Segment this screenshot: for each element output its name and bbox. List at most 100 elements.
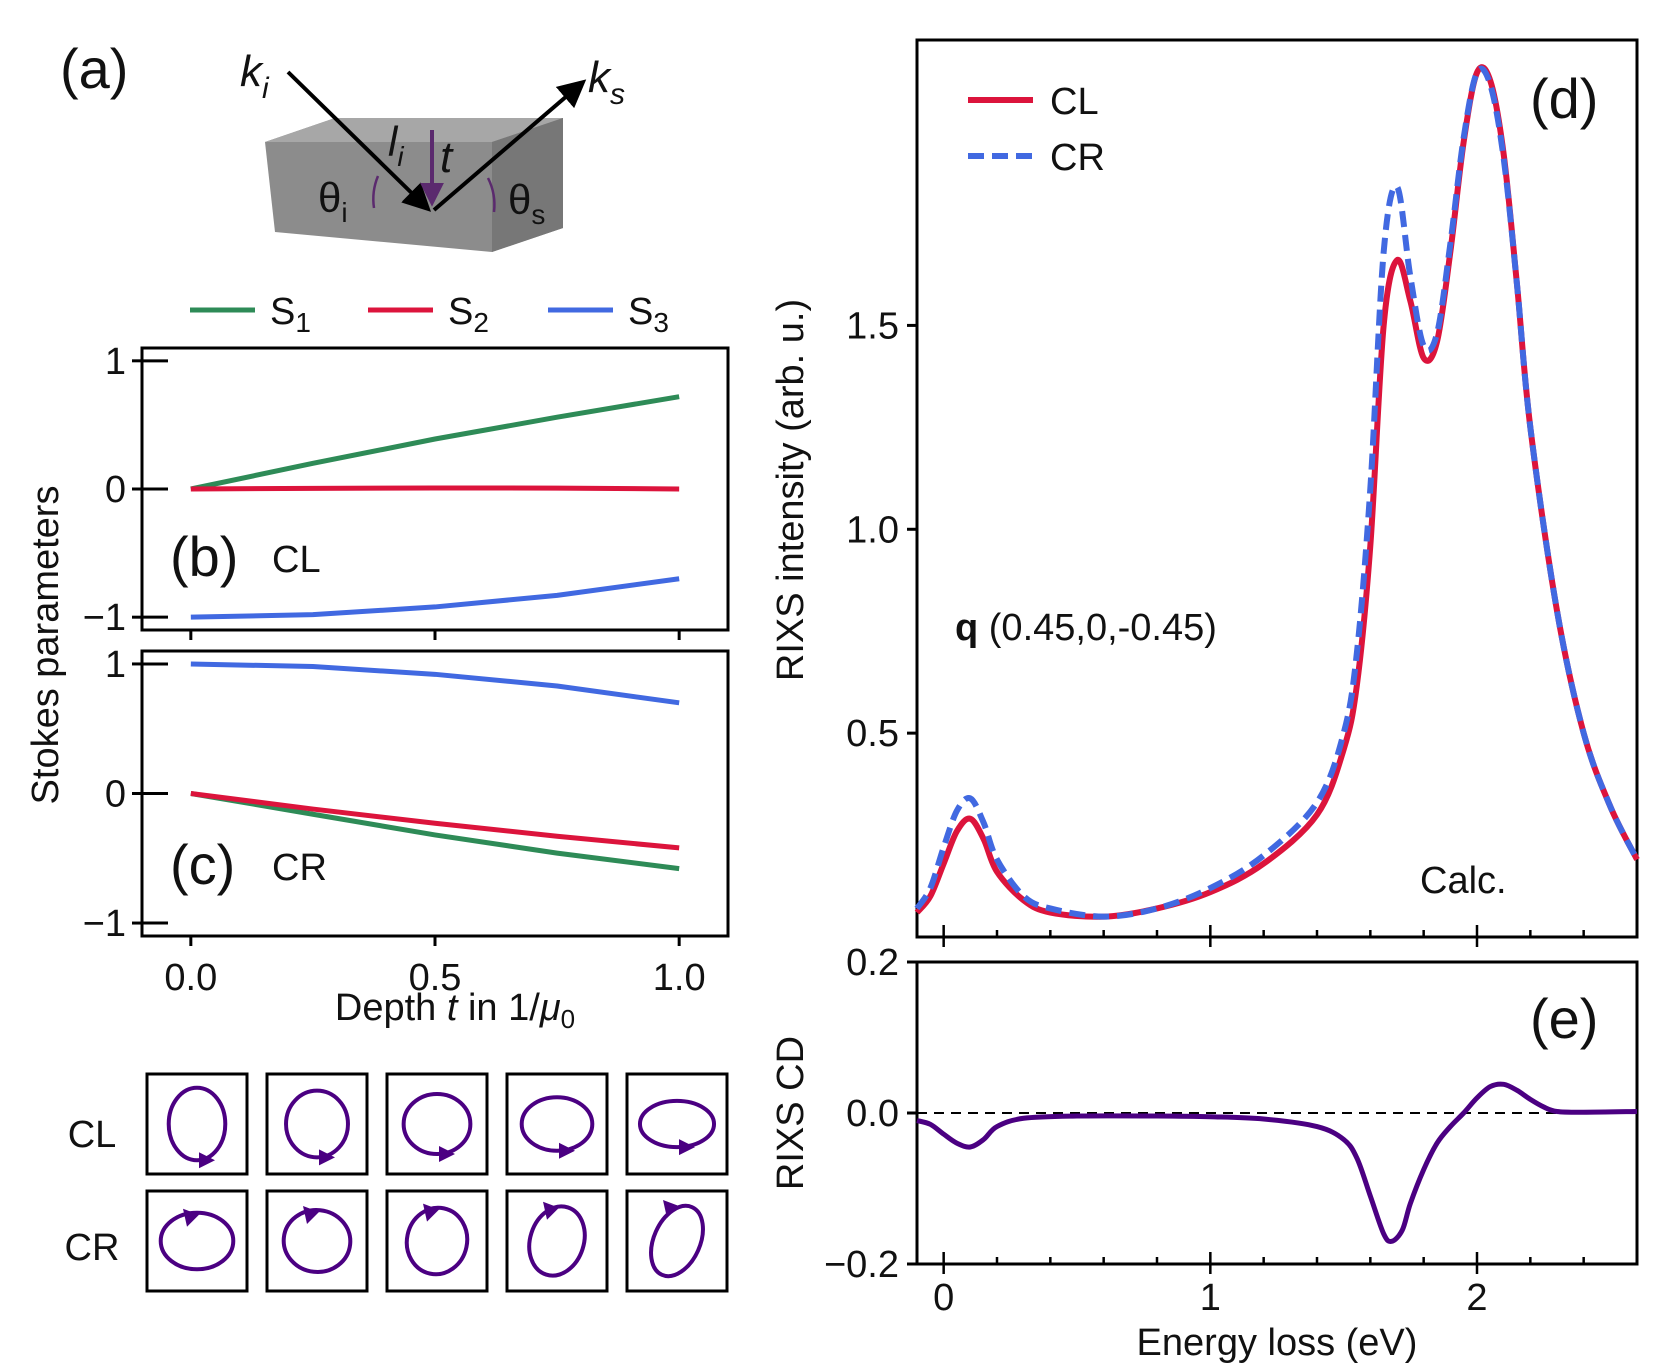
theta-s-label: θs (508, 176, 545, 230)
stokes-chart-cl: −1 0 1 (b) CL (83, 341, 730, 640)
y-tick-label-c: 1 (105, 644, 126, 686)
y-tick-label-e: −0.2 (824, 1244, 899, 1286)
axis-ticks-d: 0.5 1.0 1.5 (846, 305, 1639, 947)
axis-ticks-c: −1 0 1 0.0 0.5 1.0 (83, 644, 706, 999)
ellipse-row-label-cl: CL (68, 1114, 117, 1156)
y-tick-label-e: 0.2 (846, 942, 899, 984)
y-tick-label-e: 0.0 (846, 1093, 899, 1135)
panel-label-a: (a) (60, 37, 128, 100)
x-tick-label-e: 1 (1200, 1277, 1221, 1319)
chart-label-cl: CL (272, 539, 321, 581)
theta-i-arc (372, 175, 380, 209)
polarization-ellipse (166, 1085, 228, 1163)
ellipse-frame (505, 1072, 609, 1176)
handedness-arrow-icon (663, 1199, 679, 1218)
panel-label-d: (d) (1530, 67, 1598, 130)
polarization-ellipse (527, 1204, 587, 1278)
ellipse-row-label-cr: CR (65, 1227, 120, 1269)
depth-label: t (440, 133, 454, 182)
handedness-arrow-icon (183, 1208, 199, 1227)
polarization-ellipse (404, 1205, 470, 1277)
k-in-label: ki (240, 47, 270, 105)
theta-s-arc (486, 177, 496, 213)
polarization-ellipse (401, 1091, 473, 1157)
polarization-ellipse (637, 1098, 717, 1150)
polarization-ellipses: CL CR (65, 1072, 729, 1293)
q-vector-annotation: q (0.45,0,-0.45) (955, 607, 1217, 649)
y-tick-label-c: −1 (83, 903, 126, 945)
stokes-legend: S1 S2 S3 (190, 291, 669, 338)
y-tick-label-d: 1.0 (846, 509, 899, 551)
handedness-arrow-icon (303, 1206, 319, 1225)
handedness-arrow-icon (319, 1149, 335, 1166)
series-line-s1-b (190, 394, 680, 492)
y-axis-label-stokes: Stokes parameters (25, 486, 67, 805)
x-tick-label-e: 0 (933, 1277, 954, 1319)
handedness-arrow-icon (423, 1203, 439, 1222)
polarization-ellipse (284, 1088, 350, 1160)
y-tick-label-b: 1 (105, 341, 126, 383)
handedness-arrow-icon (543, 1201, 559, 1220)
rixs-cd-chart: −0.2 0.0 0.2 0 1 2 (e) Energy loss (eV) RIXS … (770, 942, 1639, 1364)
legend-label-s3: S3 (628, 291, 669, 338)
path-length-label: li (388, 118, 404, 172)
legend-label-s1: S1 (270, 291, 311, 338)
polarization-ellipse (281, 1208, 353, 1274)
series-lines-d (914, 64, 1640, 920)
panel-label-e: (e) (1530, 987, 1598, 1050)
handedness-arrow-icon (439, 1146, 455, 1163)
ellipse-frame (625, 1072, 729, 1176)
k-out-label: ks (588, 53, 625, 111)
schematic-panel-a: (a) ki ks θi θs li t (60, 37, 625, 252)
legend-label-cr: CR (1050, 137, 1105, 179)
x-tick-label-e: 2 (1466, 1277, 1487, 1319)
x-axis-label-energy: Energy loss (eV) (1137, 1322, 1418, 1364)
series-lines-e (916, 1081, 1638, 1245)
y-axis-label-rixs: RIXS intensity (arb. u.) (770, 299, 812, 681)
y-tick-label-c: 0 (105, 774, 126, 816)
series-line-s3-c (190, 661, 680, 706)
ellipse-frame (145, 1189, 249, 1293)
y-axis-label-cd: RIXS CD (770, 1036, 812, 1190)
polarization-ellipse (649, 1203, 705, 1279)
y-tick-label-d: 0.5 (846, 713, 899, 755)
plot-frame-d (915, 38, 1639, 939)
chart-label-cr: CR (272, 847, 327, 889)
stokes-chart-cr: −1 0 1 0.0 0.5 1.0 (c) CR Depth t in 1/μ0 Sto… (25, 486, 730, 1034)
rixs-spectrum-chart: 0.5 1.0 1.5 CL CR (d) q (0.45,0,-0.45) Cal… (770, 38, 1640, 947)
x-tick-label-c: 1.0 (653, 957, 706, 999)
ellipse-frame (265, 1189, 369, 1293)
y-tick-label-b: −1 (83, 597, 126, 639)
theta-i-label: θi (318, 174, 348, 228)
y-tick-label-d: 1.5 (846, 305, 899, 347)
series-lines-b (190, 394, 680, 620)
x-tick-label-c: 0.5 (409, 957, 462, 999)
x-axis-label-depth: Depth t in 1/μ0 (335, 987, 575, 1034)
axis-ticks-e: −0.2 0.0 0.2 0 1 2 (824, 942, 1639, 1319)
polarization-ellipse (519, 1095, 595, 1153)
ellipse-frame (625, 1189, 729, 1293)
axis-ticks-b: −1 0 1 (83, 341, 681, 640)
cd-line (916, 1081, 1638, 1245)
legend-label-s2: S2 (448, 291, 489, 338)
panel-label-b: (b) (170, 525, 238, 588)
calc-label: Calc. (1420, 860, 1507, 902)
panel-label-c: (c) (170, 833, 235, 896)
series-line-s2-c (190, 791, 680, 851)
ellipse-frame (385, 1189, 489, 1293)
ellipse-frame (385, 1072, 489, 1176)
spectrum-line-cl (914, 64, 1640, 920)
ellipse-frame (265, 1072, 369, 1176)
incident-beam-arrow (286, 70, 432, 212)
series-line-s3-b (190, 576, 680, 620)
scattered-beam-arrow (432, 79, 587, 212)
handedness-arrow-icon (559, 1142, 575, 1159)
series-line-s1-c (190, 791, 680, 872)
legend-label-cl: CL (1050, 81, 1099, 123)
series-lines-c (190, 661, 680, 872)
y-tick-label-b: 0 (105, 469, 126, 511)
ellipse-frame (505, 1189, 609, 1293)
handedness-arrow-icon (199, 1152, 215, 1169)
handedness-arrow-icon (679, 1139, 695, 1156)
